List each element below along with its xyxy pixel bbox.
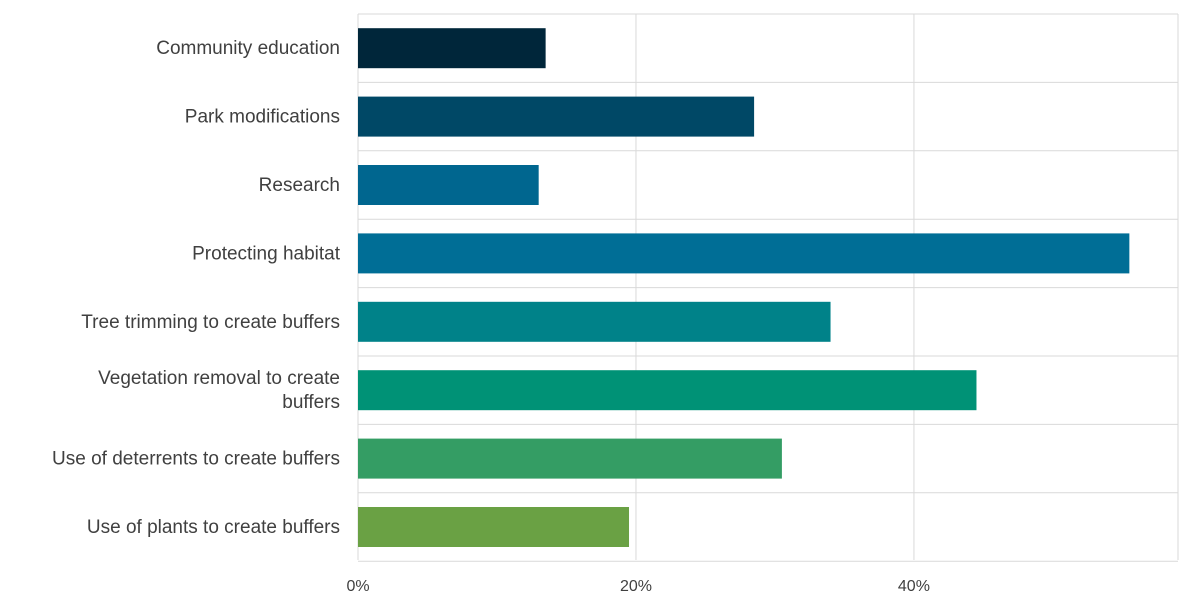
x-tick-label: 40% <box>898 578 930 595</box>
category-label: Use of plants to create buffers <box>87 517 340 538</box>
bar <box>358 233 1130 274</box>
x-tick-label: 20% <box>620 578 652 595</box>
bar <box>358 438 782 479</box>
category-label: Vegetation removal to create buffers <box>98 368 340 413</box>
bar <box>358 28 546 69</box>
category-label: Research <box>259 175 340 196</box>
bar <box>358 507 630 547</box>
bar <box>358 370 977 411</box>
category-label: Community education <box>156 38 340 59</box>
gridlines <box>357 13 1179 562</box>
category-label: Tree trimming to create buffers <box>81 312 340 333</box>
category-label: Park modifications <box>185 107 340 128</box>
category-label: Use of deterrents to create buffers <box>52 449 340 470</box>
x-tick-label: 0% <box>346 578 369 595</box>
bar <box>358 96 755 137</box>
bars <box>358 28 1130 547</box>
bar <box>358 301 831 342</box>
bar <box>358 165 539 205</box>
category-labels: Community education Park modifications Res… <box>52 38 341 538</box>
category-label: Protecting habitat <box>192 243 341 264</box>
x-tick-labels: 0% 20% 40% <box>346 578 930 595</box>
